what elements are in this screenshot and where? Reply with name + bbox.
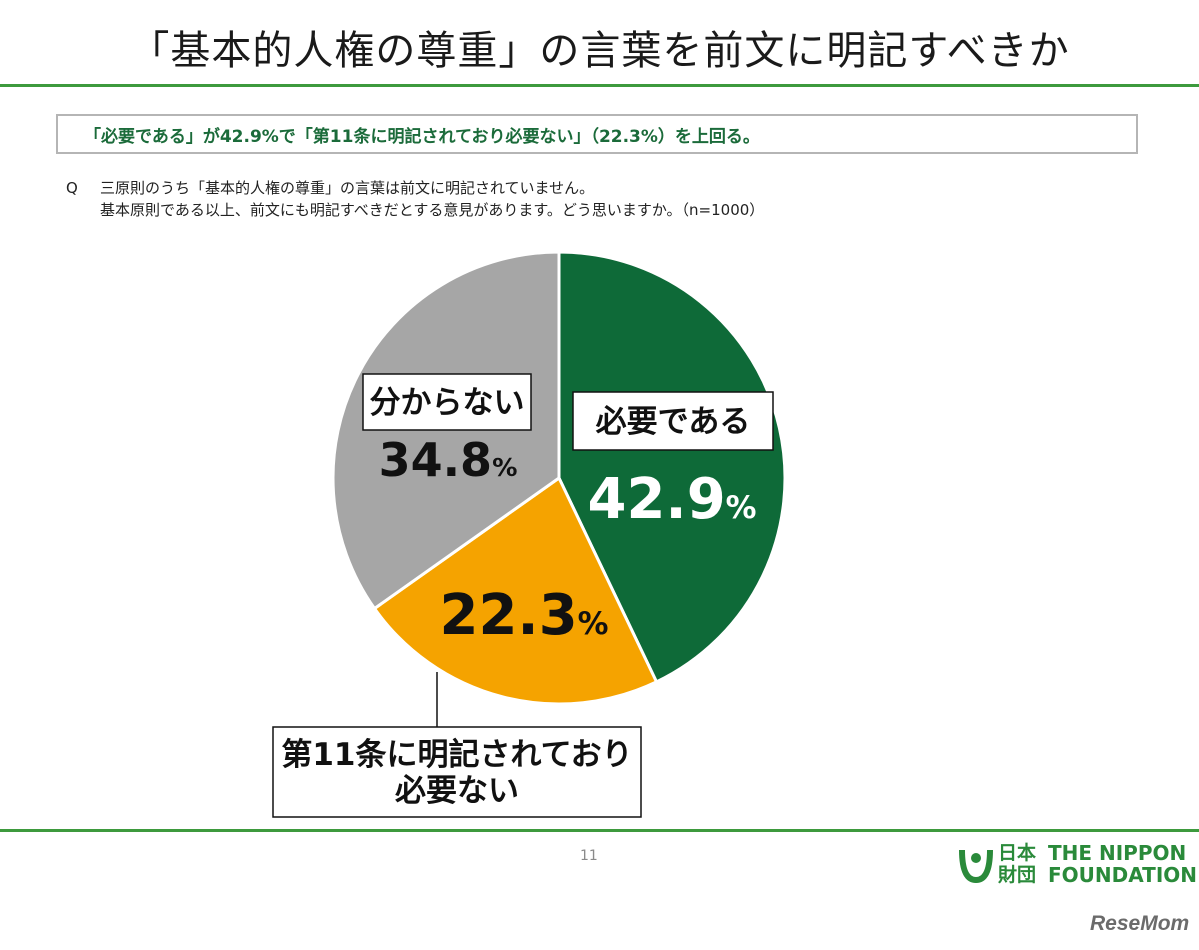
question-line-1: 三原則のうち「基本的人権の尊重」の言葉は前文に明記されていません。	[100, 179, 595, 197]
value-not-necessary: 22.3%	[439, 583, 608, 648]
label-necessary: 必要である	[572, 391, 774, 451]
page-title: 「基本的人権の尊重」の言葉を前文に明記すべきか	[129, 28, 1070, 74]
pie-slice-2	[372, 475, 659, 706]
label-not-necessary: 第11条に明記されており必要ない	[272, 726, 642, 818]
page-number: 11	[580, 848, 598, 864]
summary-box: 「必要である」が42.9%で「第11条に明記されており必要ない」（22.3%）を…	[56, 114, 1138, 154]
title-divider	[0, 84, 1199, 87]
value-necessary: 42.9%	[587, 467, 756, 532]
label-dont-know: 分からない	[362, 373, 532, 431]
nippon-foundation-logo: 日本 財団 THE NIPPON FOUNDATION	[958, 842, 1198, 892]
foundation-mark-icon	[959, 849, 993, 884]
logo-en-text: THE NIPPON FOUNDATION	[1048, 841, 1197, 887]
label-not-necessary-text: 第11条に明記されており	[281, 737, 632, 773]
logo-jp-text: 日本 財団	[998, 842, 1037, 886]
label-not-necessary-text: 必要ない	[395, 773, 519, 809]
label-dont-know-text: 分からない	[370, 385, 525, 421]
pie-slice-1	[557, 250, 787, 684]
resemom-watermark: ReseMom	[1090, 912, 1190, 935]
pie-labels: 必要である 42.9% 分からない 34.8% 22.3% 第11条に明記されており必要な…	[272, 373, 774, 818]
question-prefix: Q	[66, 179, 78, 197]
footer-divider	[0, 829, 1199, 832]
pie-slices	[331, 250, 787, 706]
value-dont-know: 34.8%	[379, 433, 518, 487]
summary-text: 「必要である」が42.9%で「第11条に明記されており必要ない」（22.3%）を…	[84, 126, 760, 147]
question-line-2: 基本原則である以上、前文にも明記すべきだとする意見があります。どう思いますか。（…	[100, 201, 765, 219]
label-necessary-text: 必要である	[596, 404, 751, 440]
